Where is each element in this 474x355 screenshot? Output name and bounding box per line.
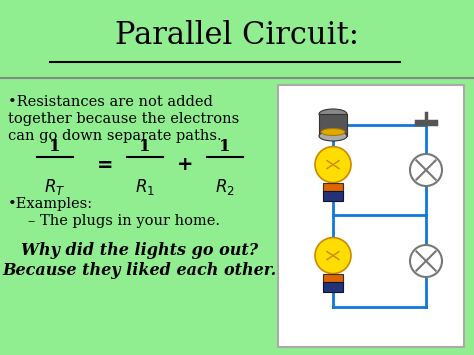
Text: – The plugs in your home.: – The plugs in your home. xyxy=(28,214,220,228)
Text: +: + xyxy=(177,155,193,175)
Text: can go down separate paths.: can go down separate paths. xyxy=(8,129,222,143)
Ellipse shape xyxy=(319,109,347,119)
Ellipse shape xyxy=(321,129,345,136)
Text: •Resistances are not added: •Resistances are not added xyxy=(8,95,213,109)
Bar xyxy=(0,0,474,78)
Circle shape xyxy=(315,237,351,274)
Text: 1: 1 xyxy=(219,138,231,155)
Bar xyxy=(278,85,464,347)
FancyBboxPatch shape xyxy=(323,274,343,286)
Circle shape xyxy=(410,154,442,186)
Text: $R_1$: $R_1$ xyxy=(135,177,155,197)
Text: Why did the lights go out?: Why did the lights go out? xyxy=(21,242,258,259)
Ellipse shape xyxy=(319,131,347,141)
Bar xyxy=(0,78,474,355)
Circle shape xyxy=(315,147,351,182)
FancyBboxPatch shape xyxy=(323,182,343,195)
Text: 1: 1 xyxy=(139,138,151,155)
Text: $R_T$: $R_T$ xyxy=(44,177,66,197)
Text: •Examples:: •Examples: xyxy=(8,197,93,211)
Text: 1: 1 xyxy=(49,138,61,155)
Bar xyxy=(319,114,347,136)
Text: Because they liked each other.: Because they liked each other. xyxy=(3,262,277,279)
FancyBboxPatch shape xyxy=(323,282,343,291)
Text: Parallel Circuit:: Parallel Circuit: xyxy=(115,21,359,51)
Text: =: = xyxy=(97,155,113,175)
Text: together because the electrons: together because the electrons xyxy=(8,112,239,126)
Text: $R_2$: $R_2$ xyxy=(215,177,235,197)
Circle shape xyxy=(410,245,442,277)
FancyBboxPatch shape xyxy=(323,191,343,201)
